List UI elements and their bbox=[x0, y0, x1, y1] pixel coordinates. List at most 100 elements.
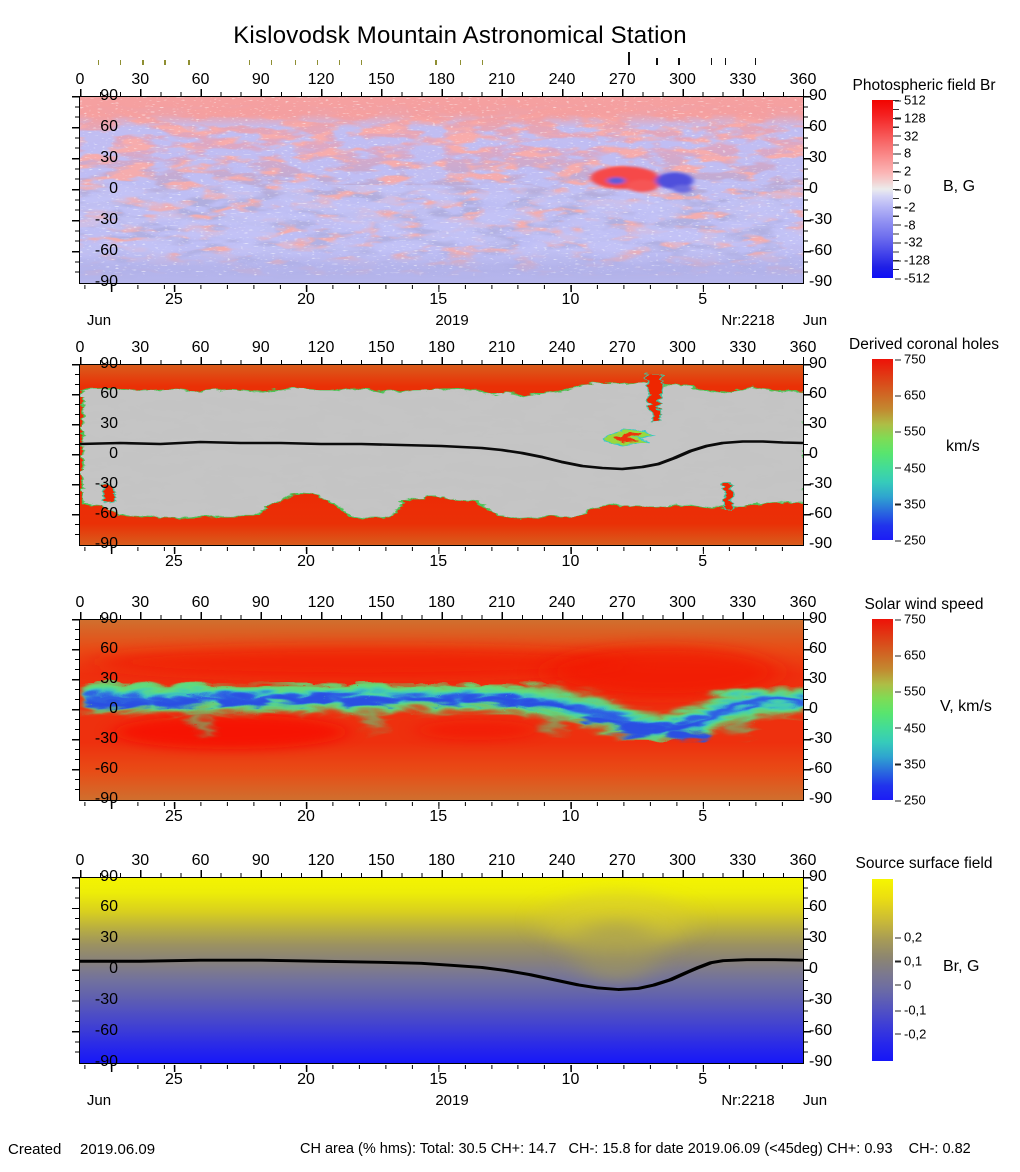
observation-tick-olive bbox=[316, 60, 319, 65]
lat-tick-label: 60 bbox=[100, 898, 118, 916]
date-tick-label: 5 bbox=[698, 553, 708, 570]
lat-tick-label: 60 bbox=[809, 117, 827, 135]
colorbar-tick-label: 450 bbox=[895, 720, 926, 736]
colorbar-tick-label: -512 bbox=[894, 270, 931, 286]
colorbar-tick-label: 350 bbox=[895, 496, 926, 512]
colorbar4-title: Source surface field bbox=[855, 855, 993, 872]
lon-tick-label: 90 bbox=[251, 852, 270, 869]
month-label-right: Jun bbox=[802, 1092, 828, 1109]
lon-tick-label: 150 bbox=[367, 339, 395, 356]
panel4-lat-ticks-left bbox=[72, 876, 79, 1062]
observation-tick-olive bbox=[188, 60, 190, 65]
observation-tick-black bbox=[678, 58, 681, 65]
panel3-lat-ticks-right bbox=[804, 618, 811, 799]
coronal-holes-heatmap bbox=[79, 364, 803, 545]
panel2-lon-ticks bbox=[80, 357, 804, 364]
date-tick-label: 20 bbox=[297, 553, 315, 570]
lat-tick-label: 0 bbox=[109, 699, 118, 717]
date-tick-label: 25 bbox=[164, 1071, 183, 1088]
lat-tick-label: 30 bbox=[809, 669, 827, 687]
panel2-date-labels: 25 20 15 10 5 bbox=[80, 553, 804, 572]
lon-tick-label: 240 bbox=[548, 339, 576, 356]
ch-area-summary: CH area (% hms): Total: 30.5 CH+: 14.7 C… bbox=[300, 1141, 971, 1157]
lat-tick-label: 90 bbox=[100, 609, 118, 627]
lon-tick-label: 120 bbox=[307, 852, 335, 869]
lat-tick-label: -30 bbox=[809, 729, 833, 747]
lon-tick-label: 270 bbox=[608, 71, 636, 88]
colorbar-tick-label: 0,1 bbox=[894, 953, 923, 969]
photospheric-field-heatmap bbox=[79, 96, 803, 283]
active-region-spots bbox=[589, 165, 694, 193]
panel2-lat-ticks-right bbox=[804, 363, 811, 544]
lat-tick-label: 30 bbox=[100, 929, 118, 947]
panel1-lat-labels-left: 90 60 30 0 -30 -60 -90 bbox=[30, 87, 118, 290]
lon-tick-label: 30 bbox=[131, 852, 150, 869]
lon-tick-label: 90 bbox=[251, 594, 270, 611]
colorbar4-unit: Br, G bbox=[943, 958, 980, 975]
lat-tick-label: 0 bbox=[109, 444, 118, 462]
lat-tick-label: 60 bbox=[809, 898, 827, 916]
lon-tick-label: 210 bbox=[488, 852, 516, 869]
colorbar3-unit: V, km/s bbox=[940, 698, 992, 715]
lat-tick-label: 90 bbox=[100, 86, 118, 104]
observation-tick-black bbox=[656, 58, 659, 65]
lon-tick-label: 120 bbox=[307, 594, 335, 611]
observation-tick-black bbox=[724, 58, 727, 65]
panel2-date-ticks bbox=[80, 547, 804, 554]
source-surface-heatmap bbox=[79, 877, 803, 1063]
lat-tick-label: 90 bbox=[809, 354, 827, 372]
lat-tick-label: -60 bbox=[94, 241, 118, 259]
month-label-left: Jun bbox=[86, 1092, 112, 1109]
neutral-line bbox=[79, 957, 803, 991]
lon-tick-label: 330 bbox=[729, 852, 757, 869]
date-tick-label: 20 bbox=[297, 291, 315, 308]
lon-tick-label: 210 bbox=[488, 71, 516, 88]
observation-tick-olive bbox=[361, 60, 363, 65]
lon-tick-label: 180 bbox=[428, 594, 455, 611]
carrington-rotation-label: Nr:2218 bbox=[721, 312, 775, 329]
lat-tick-label: -60 bbox=[809, 504, 833, 522]
colorbar2-unit: km/s bbox=[946, 438, 980, 455]
lon-tick-label: 120 bbox=[307, 71, 335, 88]
lat-tick-label: -90 bbox=[809, 1052, 833, 1070]
month-label-right: Jun bbox=[802, 312, 828, 329]
lat-tick-label: 0 bbox=[809, 699, 818, 717]
lat-tick-label: -60 bbox=[809, 1021, 833, 1039]
hole-channel-south bbox=[720, 481, 730, 508]
lon-tick-label: 150 bbox=[367, 594, 395, 611]
colorbar-tick-label: -0,1 bbox=[894, 1002, 927, 1018]
lat-tick-label: 90 bbox=[809, 867, 827, 885]
panel3-lat-labels-left: 90 60 30 0 -30 -60 -90 bbox=[30, 610, 118, 807]
lat-tick-label: 0 bbox=[809, 444, 818, 462]
colorbar2-labels: 750 650 550 450 350 250 bbox=[893, 352, 965, 548]
date-tick-label: 5 bbox=[698, 808, 708, 825]
colorbar-tick-label: 0,2 bbox=[894, 929, 923, 945]
lat-tick-label: 0 bbox=[809, 960, 818, 977]
date-tick-label: 20 bbox=[297, 1071, 315, 1088]
year-label: 2019 bbox=[435, 312, 469, 329]
lon-tick-label: 360 bbox=[789, 852, 817, 869]
lat-tick-label: -60 bbox=[809, 241, 833, 259]
date-tick-label: 10 bbox=[561, 553, 580, 570]
colorbar4-labels: 0,2 0,1 0 -0,1 -0,2 bbox=[893, 879, 965, 1061]
date-tick-label: 15 bbox=[429, 553, 448, 570]
date-tick-label: 10 bbox=[561, 291, 580, 308]
hole-channel-north bbox=[642, 372, 660, 422]
panel1-lat-labels-right: 90 60 30 0 -30 -60 -90 bbox=[809, 87, 853, 290]
isolated-hole bbox=[98, 481, 112, 501]
panel2-lat-ticks-left bbox=[72, 363, 79, 544]
colorbar4-gradient bbox=[872, 879, 893, 1061]
panel4-lon-ticks bbox=[80, 870, 804, 877]
panel1-date-labels: 25 20 15 10 5 bbox=[80, 291, 804, 310]
colorbar-tick-label: 350 bbox=[895, 756, 926, 772]
lat-tick-label: 60 bbox=[809, 384, 827, 402]
date-tick-label: 25 bbox=[164, 291, 183, 308]
lat-tick-label: 60 bbox=[100, 639, 118, 657]
lon-tick-label: 60 bbox=[191, 71, 210, 88]
lon-tick-label: 90 bbox=[251, 71, 270, 88]
lat-tick-label: 90 bbox=[100, 354, 118, 372]
lat-tick-label: -60 bbox=[94, 759, 118, 777]
lon-tick-label: 30 bbox=[131, 339, 150, 356]
lat-tick-label: -30 bbox=[809, 210, 833, 228]
panel3-lat-labels-right: 90 60 30 0 -30 -60 -90 bbox=[809, 610, 853, 807]
